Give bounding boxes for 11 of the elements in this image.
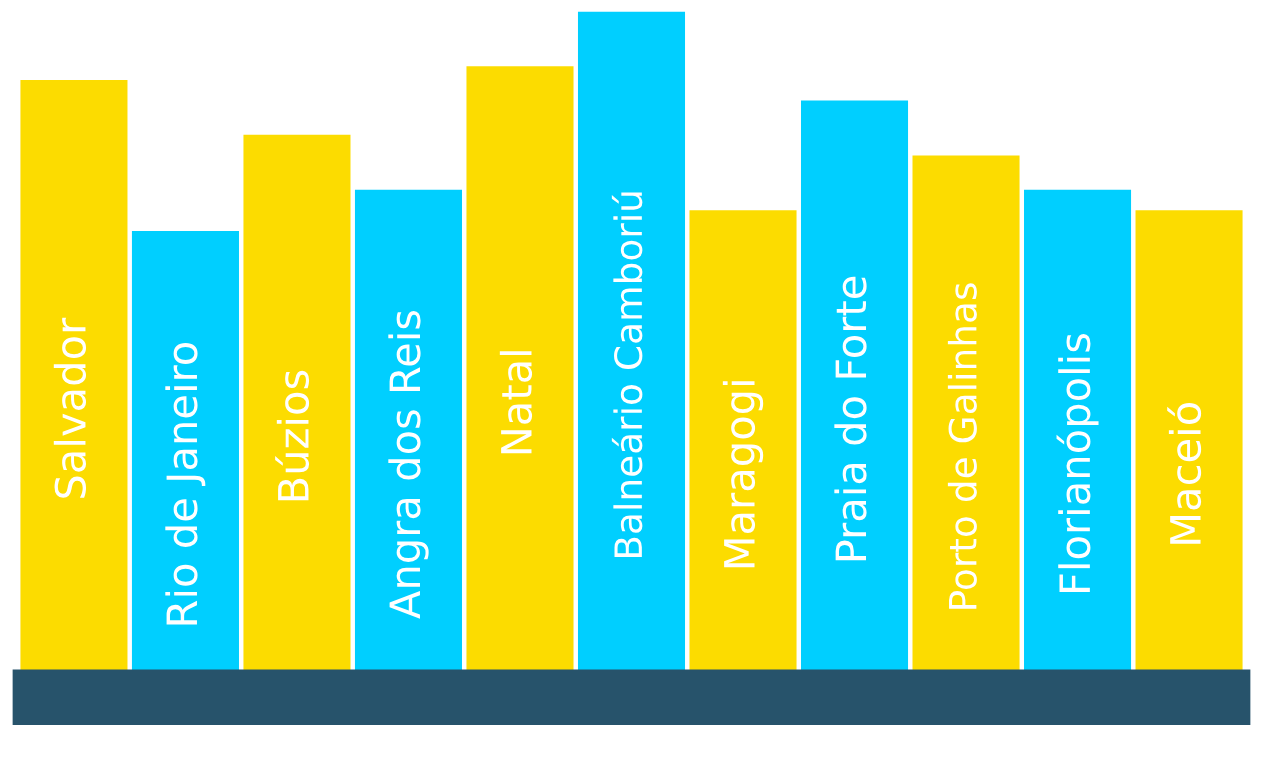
x-tick-label: Praia do Forte [834, 276, 867, 561]
x-tick-label: Maragogi [722, 381, 764, 568]
x-tick-label: Rio de Janeiro [165, 343, 206, 625]
x-tick-label: Maceió [1167, 403, 1202, 544]
x-tick-label: Natal [499, 351, 533, 454]
x-tick-label: Salvador [53, 317, 87, 498]
x-tick-label: Angra dos Reis [388, 311, 429, 619]
x-tick-label: Porto de Galinhas [947, 283, 977, 609]
x-tick-label: Balneário Camboriú [611, 192, 643, 558]
x-tick-label: Florianópolis [1056, 334, 1099, 592]
x-tick-label: Búzios [275, 370, 310, 501]
